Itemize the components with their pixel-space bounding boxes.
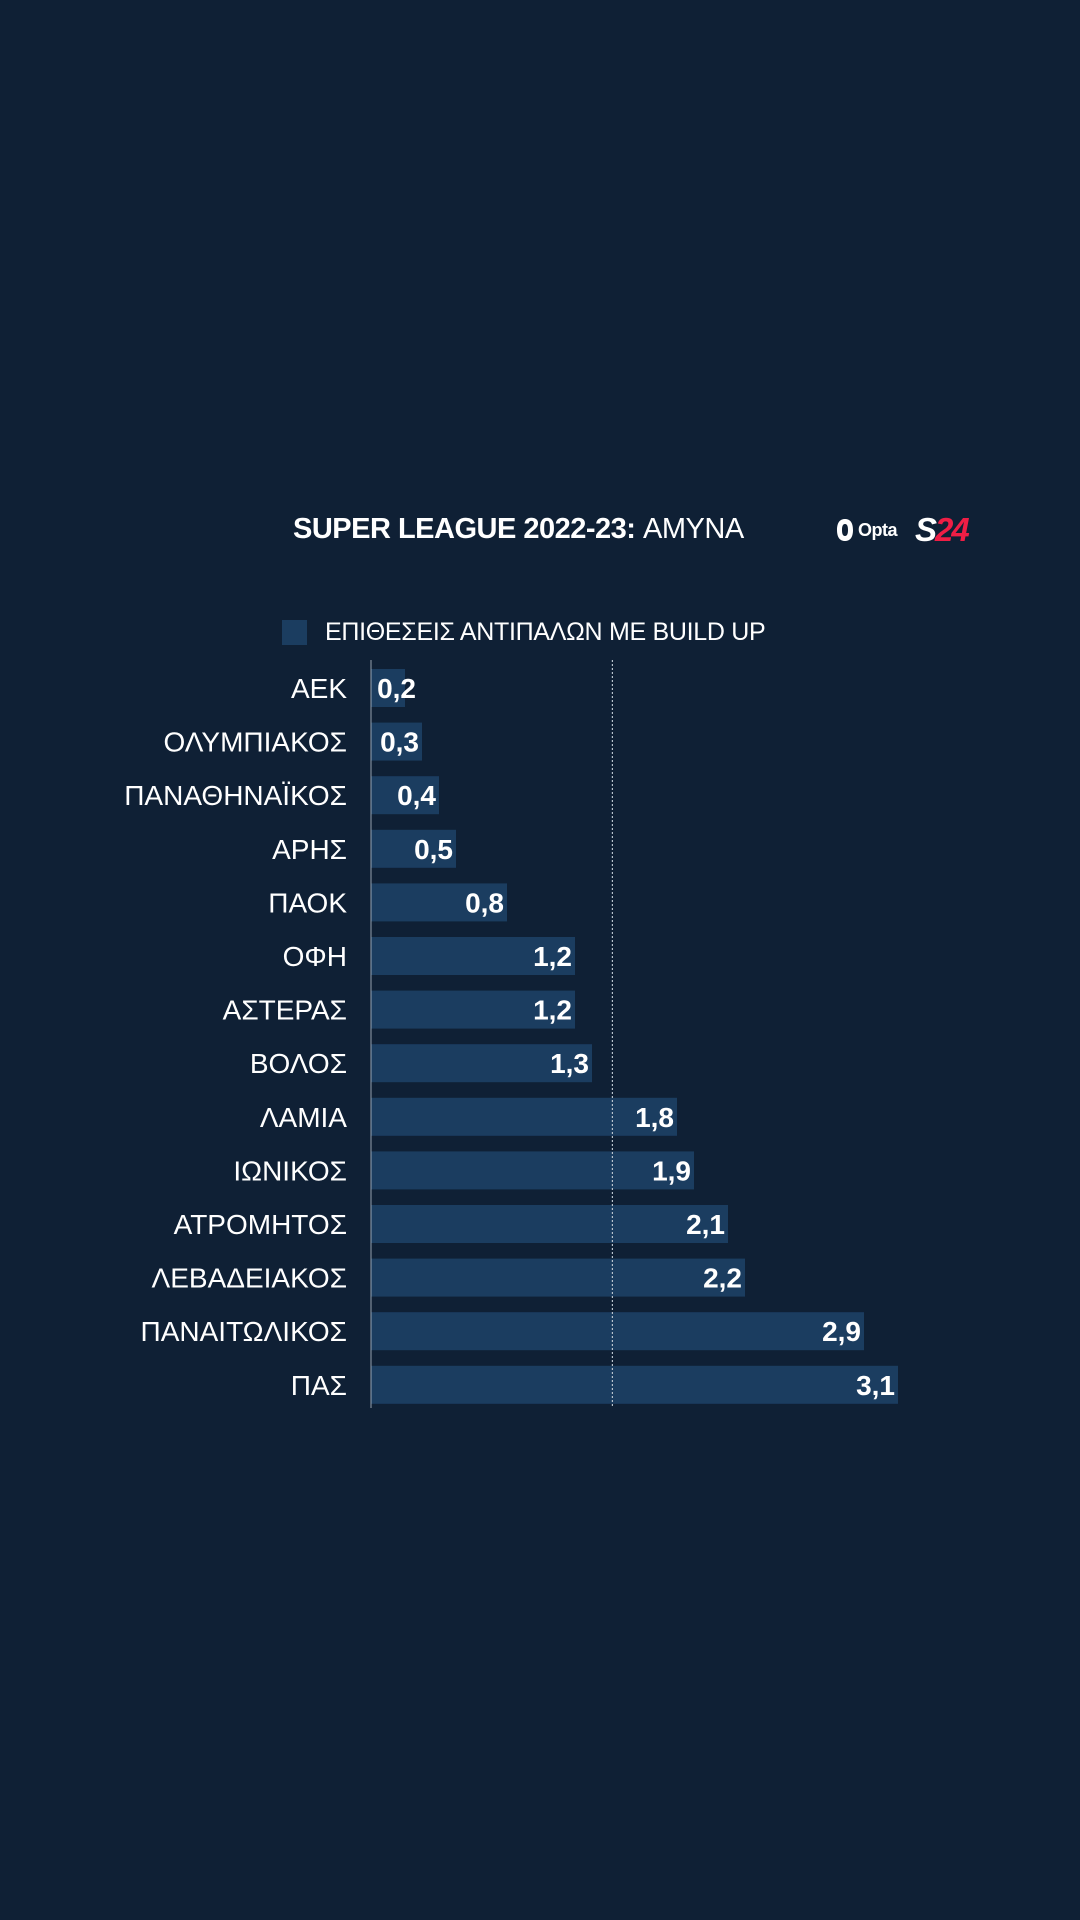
bar-value-label: 2,9 [822,1316,861,1347]
bar-value-label: 1,2 [533,995,572,1026]
bar-value-label: 2,2 [703,1263,742,1294]
bar [371,1151,694,1190]
bar [371,937,575,975]
opta-logo: Opta [835,517,898,543]
bar-value-label: 1,3 [550,1048,589,1079]
bar [371,990,575,1029]
opta-mark-icon [837,519,853,541]
bar [371,1205,728,1243]
chart-title-sub: ΑΜΥΝΑ [643,513,744,545]
bar [371,829,456,868]
category-label: ΒΟΛΟΣ [250,1048,347,1079]
bar-value-label: 0,3 [380,727,419,758]
category-label: ΟΛΥΜΠΙΑΚΟΣ [164,727,347,758]
bar [371,1258,745,1297]
opta-wordmark: Opta [858,519,898,540]
category-label: ΠΑΝΑΙΤΩΛΙΚΟΣ [141,1316,348,1347]
bar-value-label: 3,1 [856,1370,895,1401]
bar-value-label: 0,8 [465,887,504,918]
chart-header: SUPER LEAGUE 2022-23: ΑΜΥΝΑ Opta S24 [0,505,1080,555]
category-label: ΛΑΜΙΑ [260,1102,347,1133]
bar-value-label: 1,9 [652,1155,691,1186]
chart-legend: ΕΠΙΘΕΣΕΙΣ ΑΝΤΙΠΑΛΩΝ ΜΕ BUILD UP [282,617,766,646]
legend-swatch [282,619,307,645]
bar-value-label: 0,2 [377,673,416,704]
category-label: ΑΡΗΣ [272,834,347,865]
bar-value-label: 1,2 [533,941,572,972]
bar [371,669,405,707]
bar [371,1044,592,1083]
category-label: ΑΤΡΟΜΗΤΟΣ [174,1209,347,1240]
category-label: ΑΣΤΕΡΑΣ [223,995,347,1026]
bar [371,776,439,815]
category-label: ΠΑΟΚ [268,887,347,918]
s24-logo: S24 [915,513,970,546]
s24-logo-s: S [915,511,937,548]
bar-value-label: 0,5 [414,834,453,865]
category-label: ΑΕΚ [291,673,347,704]
bar-value-label: 2,1 [686,1209,725,1240]
s24-logo-num: 24 [935,511,970,548]
logos: Opta S24 [835,513,985,546]
legend-label: ΕΠΙΘΕΣΕΙΣ ΑΝΤΙΠΑΛΩΝ ΜΕ BUILD UP [325,617,766,646]
chart-title: SUPER LEAGUE 2022-23: ΑΜΥΝΑ [293,513,744,546]
category-label: ΟΦΗ [283,941,347,972]
bar [371,883,507,922]
category-label: ΛΕΒΑΔΕΙΑΚΟΣ [152,1263,347,1294]
category-label: ΠΑΣ [291,1370,347,1401]
bar-value-label: 0,4 [397,780,436,811]
bar [371,1312,864,1351]
chart-title-main: SUPER LEAGUE 2022-23: [293,513,636,545]
category-label: ΠΑΝΑΘΗΝΑΪΚΟΣ [124,780,347,811]
bar-value-label: 1,8 [635,1102,674,1133]
bar [371,1365,898,1404]
bar [371,722,422,761]
category-label: ΙΩΝΙΚΟΣ [233,1155,347,1186]
bar [371,1097,677,1136]
